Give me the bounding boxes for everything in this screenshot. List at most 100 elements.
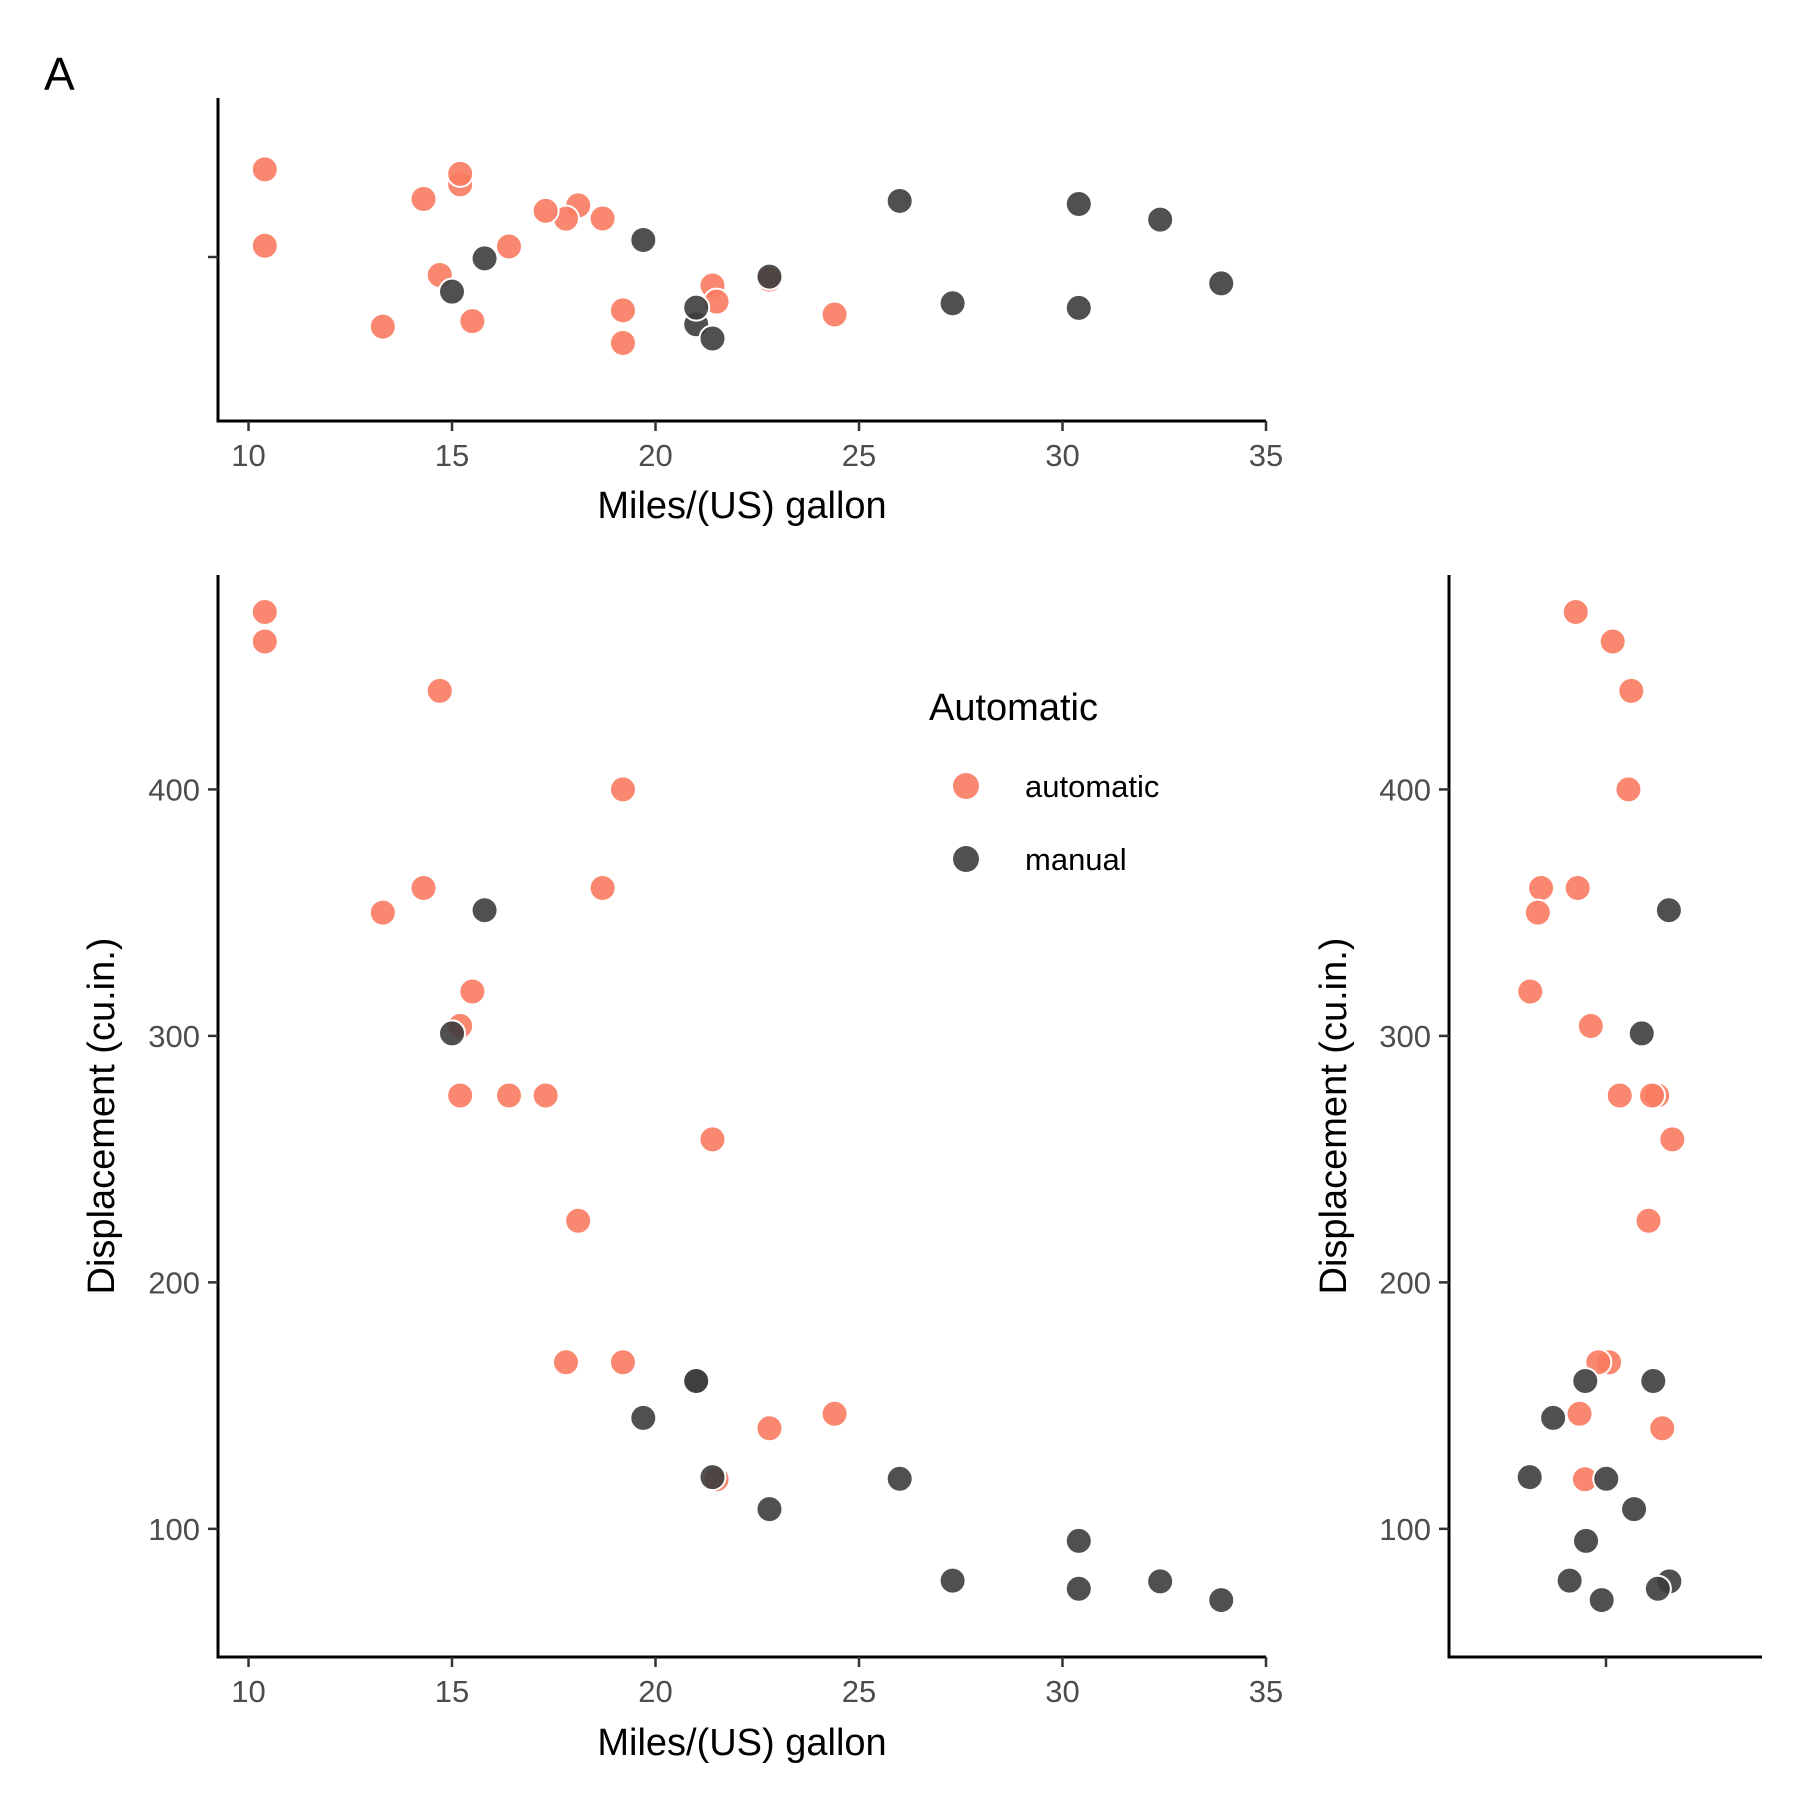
point-automatic [446,1081,475,1110]
point-automatic [564,1206,593,1235]
top-strip-x-tick-label: 35 [1249,438,1283,473]
strip-point-automatic [531,196,560,225]
legend-key-manual [953,846,979,872]
strip-point-automatic [1634,1206,1663,1235]
strip-point-automatic [1516,977,1545,1006]
main-x-tick-label: 15 [435,1674,469,1709]
legend-label-automatic: automatic [1025,769,1159,804]
legend-items: automatic manual [953,769,1159,877]
strip-point-automatic [409,185,438,214]
strip-point-automatic [1617,676,1646,705]
top-strip-x-tick-label: 30 [1045,438,1079,473]
point-automatic [820,1399,849,1428]
strip-point-automatic [250,231,279,260]
main-x-tick-label: 30 [1045,1674,1079,1709]
strip-point-manual [1515,1463,1544,1492]
point-manual [698,1463,727,1492]
main-y-tick-label: 200 [148,1265,200,1300]
strip-point-manual [438,277,467,306]
point-automatic [368,898,397,927]
strip-point-manual [938,289,967,318]
strip-point-manual [1654,896,1683,925]
strip-point-automatic [1605,1081,1634,1110]
strip-point-automatic [1527,874,1556,903]
point-automatic [608,775,637,804]
top-strip-x-tick-label: 25 [842,438,876,473]
point-automatic [425,676,454,705]
right-strip-y-axis-title: Displacement (cu.in.) [1313,938,1355,1295]
main-y-axis-title: Displacement (cu.in.) [81,938,123,1295]
point-manual [1146,1567,1175,1596]
strip-point-automatic [1648,1414,1677,1443]
strip-point-manual [1639,1366,1668,1395]
point-manual [1064,1526,1093,1555]
right-strip-panel: 100 200 300 400 Displacement (cu.in.) [1313,575,1762,1667]
strip-point-automatic [250,155,279,184]
top-strip-x-ticks: 10 15 20 25 30 35 [208,255,1283,473]
strip-point-automatic [368,312,397,341]
strip-point-manual [1572,1526,1601,1555]
top-strip-x-tick-label: 15 [435,438,469,473]
strip-point-manual [682,293,711,322]
strip-point-automatic [1614,775,1643,804]
strip-point-manual [1064,293,1093,322]
strip-point-manual [1146,205,1175,234]
strip-point-manual [1627,1019,1656,1048]
legend-title: Automatic [929,687,1098,729]
top-strip-x-axis-title: Miles/(US) gallon [597,485,886,527]
strip-point-automatic [1658,1125,1687,1154]
right-strip-y-tick-label: 400 [1379,772,1431,807]
main-x-tick-label: 10 [231,1674,265,1709]
point-automatic [531,1081,560,1110]
strip-point-manual [1643,1574,1672,1603]
point-automatic [458,977,487,1006]
point-automatic [250,597,279,626]
top-strip-points [250,155,1236,358]
main-x-tick-label: 35 [1249,1674,1283,1709]
strip-point-manual [698,324,727,353]
strip-point-automatic [1563,874,1592,903]
point-manual [438,1019,467,1048]
right-strip-y-tick-label: 300 [1379,1019,1431,1054]
point-automatic [409,874,438,903]
strip-point-manual [1555,1566,1584,1595]
point-automatic [551,1348,580,1377]
strip-point-automatic [1638,1081,1667,1110]
point-manual [682,1366,711,1395]
top-strip-x-tick-label: 20 [638,438,672,473]
top-strip-x-tick-label: 10 [231,438,265,473]
legend-key-automatic [953,773,979,799]
strip-point-manual [1571,1366,1600,1395]
strip-point-automatic [458,307,487,336]
right-strip-y-tick-label: 200 [1379,1265,1431,1300]
right-strip-points [1515,597,1687,1615]
right-strip-y-ticks: 100 200 300 400 [1379,772,1449,1547]
top-strip-panel: 10 15 20 25 30 35 Miles/(US) gallon [208,98,1283,527]
strip-point-automatic [1576,1012,1605,1041]
main-y-tick-label: 100 [148,1512,200,1547]
strip-point-automatic [820,300,849,329]
point-automatic [608,1348,637,1377]
strip-point-manual [755,262,784,291]
point-manual [885,1464,914,1493]
right-strip-axes [1447,575,1762,1659]
main-x-axis-title: Miles/(US) gallon [597,1722,886,1764]
point-manual [938,1566,967,1595]
strip-point-manual [1539,1403,1568,1432]
main-scatter-panel: 10 15 20 25 30 35 100 200 300 400 Miles/(US) gal… [81,575,1283,1764]
strip-point-manual [1620,1495,1649,1524]
panel-tag: A [44,48,75,100]
right-strip-y-tick-label: 100 [1379,1512,1431,1547]
strip-point-automatic [446,159,475,188]
strip-point-manual [470,244,499,273]
strip-point-automatic [1561,597,1590,626]
point-manual [629,1403,658,1432]
strip-point-manual [1587,1586,1616,1615]
strip-point-automatic [1598,627,1627,656]
legend-label-manual: manual [1025,842,1127,877]
point-automatic [698,1125,727,1154]
strip-point-automatic [588,204,617,233]
strip-point-manual [1207,269,1236,298]
main-y-tick-label: 400 [148,772,200,807]
